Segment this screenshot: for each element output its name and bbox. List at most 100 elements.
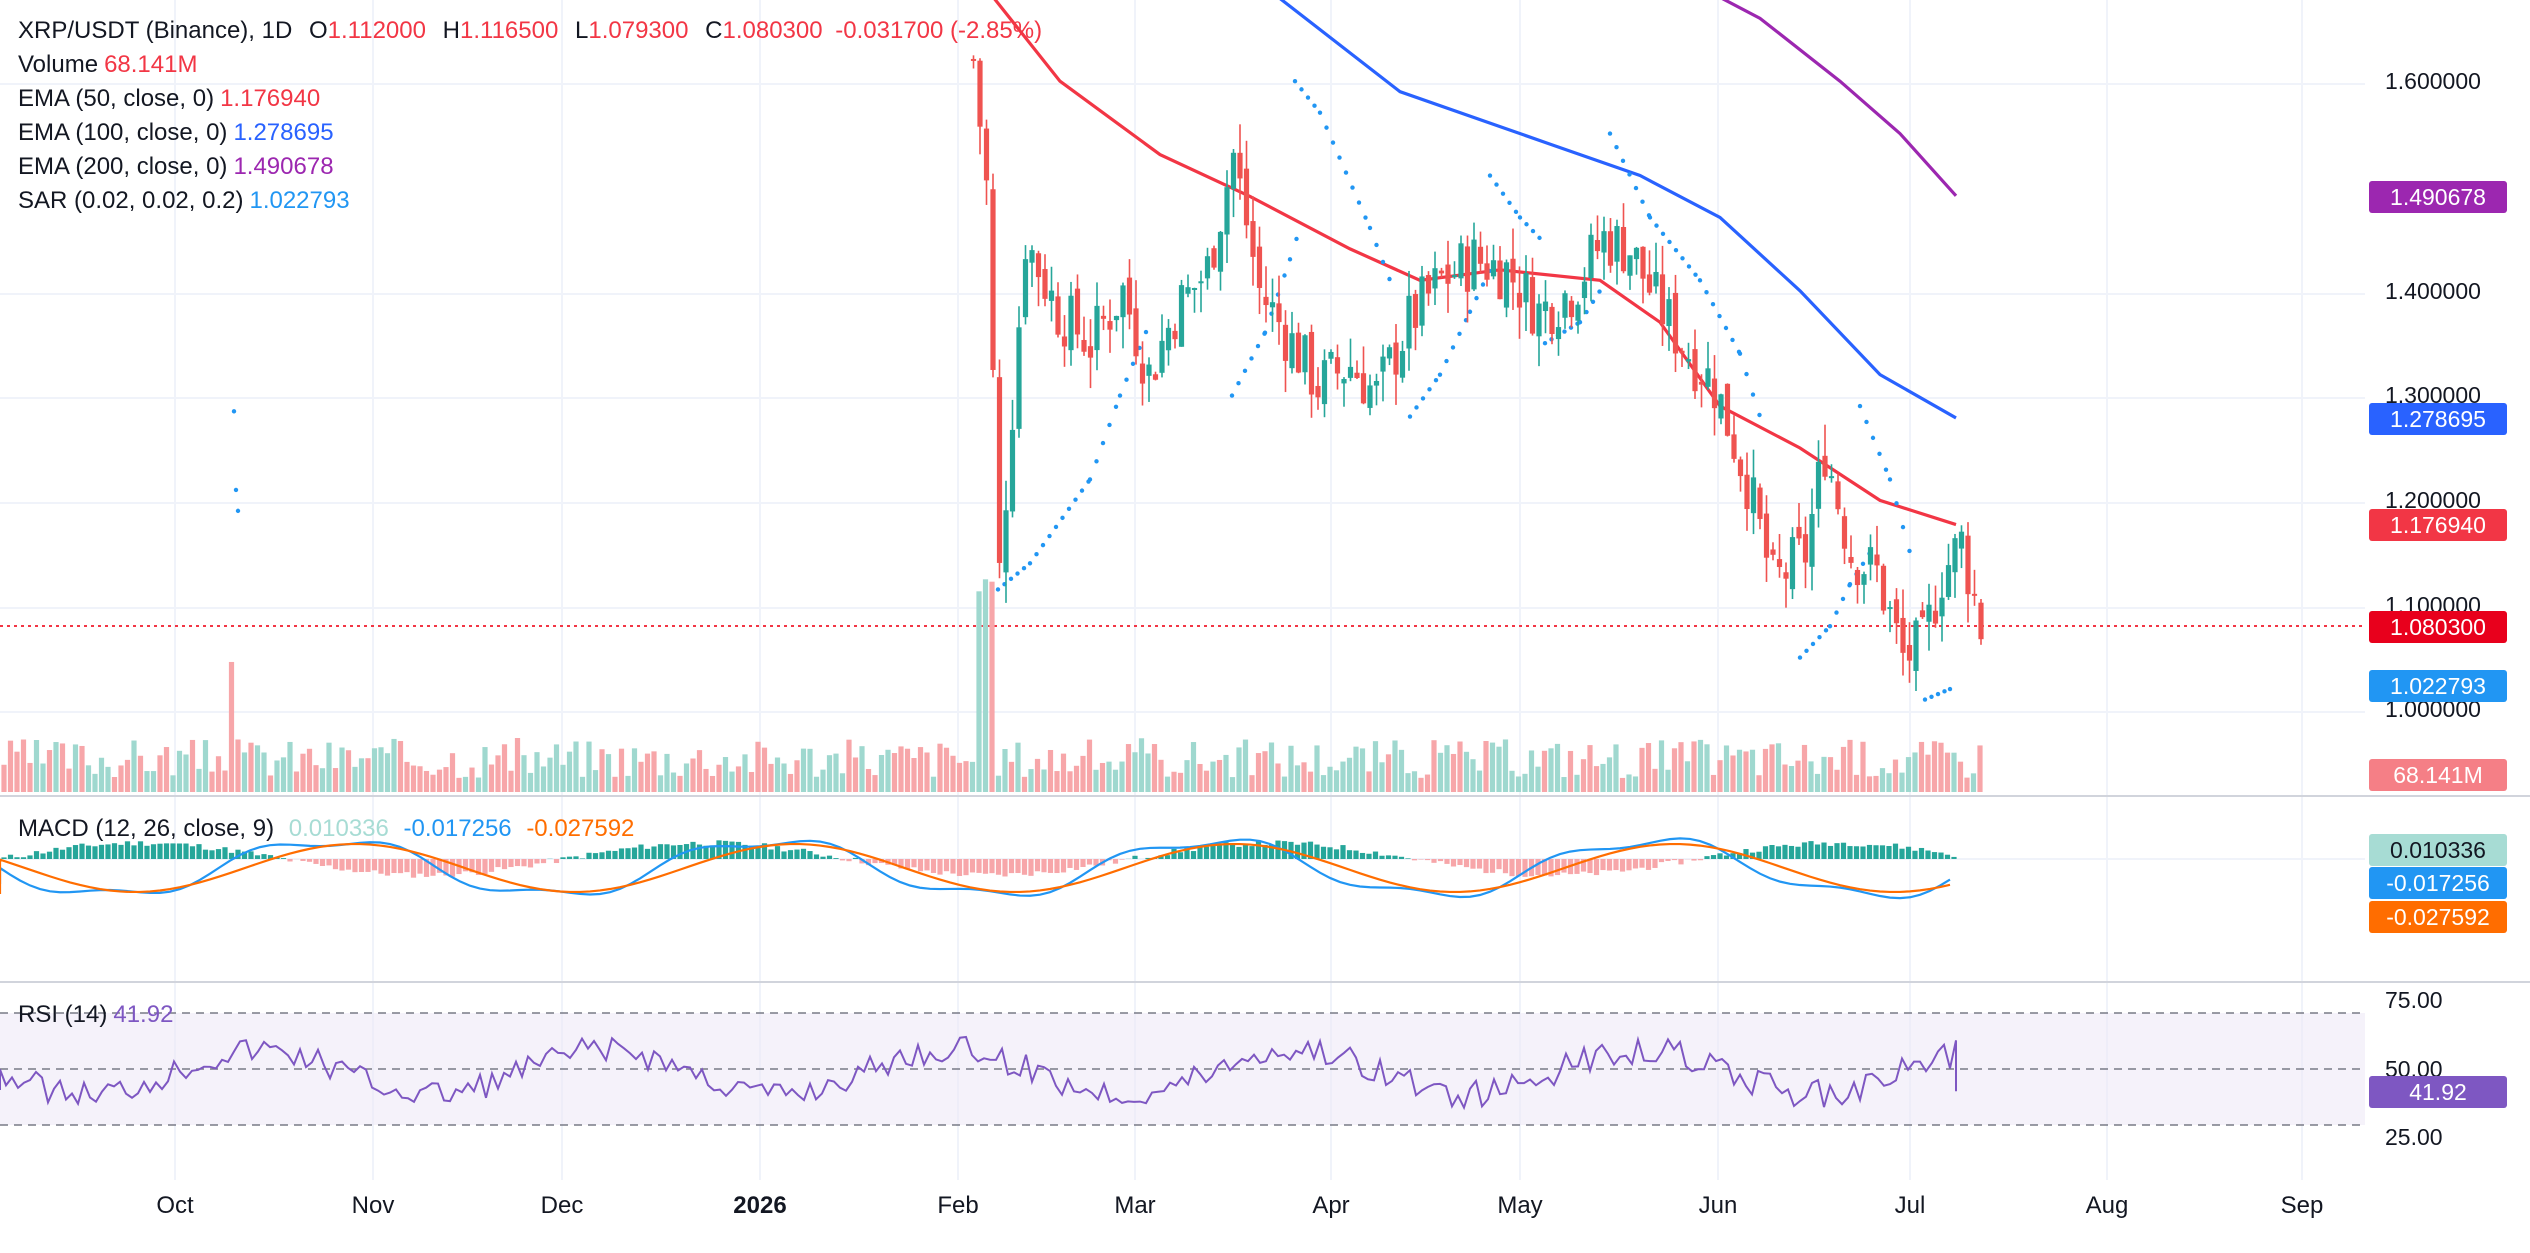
ema200-curve xyxy=(1721,0,1958,197)
volume-bar xyxy=(443,767,449,792)
macd-hist-bar xyxy=(118,844,124,859)
macd-hist-bar xyxy=(1866,844,1873,859)
volume-bar xyxy=(345,750,352,792)
rsi-pane xyxy=(0,1012,2365,1126)
volume-bar xyxy=(1912,752,1918,792)
candle-body xyxy=(1776,559,1783,568)
legend-ema50[interactable]: EMA (50, close, 0) 1.176940 xyxy=(18,82,320,116)
macd-hist-bar xyxy=(1073,859,1080,870)
candle-body xyxy=(1594,240,1601,252)
macd-hist-bar xyxy=(1502,859,1509,874)
volume-bar xyxy=(1528,750,1535,792)
candle-body xyxy=(1757,487,1763,519)
sar-dot xyxy=(1797,655,1803,660)
volume-bar xyxy=(1041,769,1047,792)
macd-hist-bar xyxy=(807,851,813,859)
volume-bar xyxy=(1346,757,1353,792)
volume-bar xyxy=(1275,763,1281,792)
volume-bar xyxy=(1236,747,1242,792)
volume-bar xyxy=(1385,754,1392,792)
macd-hist-bar xyxy=(371,859,378,871)
macd-hist-bar xyxy=(287,859,293,862)
legend-ema200[interactable]: EMA (200, close, 0) 1.490678 xyxy=(18,150,334,184)
volume-bar xyxy=(1320,775,1327,792)
macd-hist-bar xyxy=(560,857,566,859)
sar-dot xyxy=(1367,225,1373,231)
legend-macd[interactable]: MACD (12, 26, close, 9) 0.010336 -0.0172… xyxy=(18,812,634,846)
volume-bar xyxy=(839,773,846,792)
volume-bar xyxy=(1366,771,1372,792)
macd-hist-bar xyxy=(397,859,404,874)
sar-dot xyxy=(1737,351,1743,356)
macd-hist-bar xyxy=(651,846,657,859)
candle-body xyxy=(1646,274,1653,293)
volume-bar xyxy=(579,776,586,792)
candle-body xyxy=(1159,340,1165,373)
volume-bar xyxy=(1847,739,1853,792)
candle-body xyxy=(1711,378,1718,409)
macd-hist-value: 0.010336 xyxy=(288,815,389,842)
sar-dot xyxy=(1053,524,1059,530)
macd-hist-bar xyxy=(865,859,872,866)
volume-bar xyxy=(1190,742,1197,792)
volume-bar xyxy=(215,756,222,792)
volume-bar xyxy=(937,743,943,792)
macd-hist-bar xyxy=(1593,859,1600,876)
sar-dot xyxy=(1887,477,1893,482)
legend-volume[interactable]: Volume 68.141M xyxy=(18,48,197,82)
candle-body xyxy=(1425,275,1432,294)
symbol-label: XRP/USDT (Binance), 1D xyxy=(18,17,293,44)
sar-dot xyxy=(1810,641,1816,647)
volume-bar xyxy=(560,764,566,792)
legend-rsi[interactable]: RSI (14) 41.92 xyxy=(18,998,173,1032)
macd-signal-tag: -0.027592 xyxy=(2369,901,2507,933)
macd-hist-bar xyxy=(14,857,20,859)
candle-body xyxy=(1607,231,1614,266)
volume-bar xyxy=(1840,746,1847,792)
volume-bar xyxy=(904,748,911,792)
volume-bar xyxy=(1340,761,1346,792)
sar-dot xyxy=(1620,158,1626,164)
candle-body xyxy=(1503,262,1510,308)
candle-body xyxy=(1445,264,1451,284)
macd-hist-bar xyxy=(755,846,761,859)
volume-bar xyxy=(1795,760,1801,792)
macd-hist-bar xyxy=(1340,845,1346,859)
macd-hist-bar xyxy=(1853,846,1860,859)
candle-body xyxy=(1295,332,1302,373)
macd-hist-bar xyxy=(1938,852,1944,859)
volume-bar xyxy=(1788,766,1795,792)
volume-bar xyxy=(950,755,956,792)
macd-hist-bar xyxy=(1320,846,1327,859)
macd-hist-bar xyxy=(1892,843,1899,859)
close-price-tag: 1.080300 xyxy=(2369,611,2507,643)
macd-hist-bar xyxy=(1385,855,1392,859)
volume-bar xyxy=(976,591,982,792)
macd-hist-bar xyxy=(1808,841,1814,859)
candle-body xyxy=(1386,347,1393,359)
legend-ema100[interactable]: EMA (100, close, 0) 1.278695 xyxy=(18,116,334,150)
candle-body xyxy=(1308,331,1315,395)
macd-hist-bar xyxy=(553,859,560,864)
volume-bar xyxy=(1762,748,1769,792)
volume-bar xyxy=(1171,771,1177,792)
candle-body xyxy=(1347,366,1354,378)
volume-bar xyxy=(677,775,683,792)
volume-bar xyxy=(254,745,261,792)
legend-sar[interactable]: SAR (0.02, 0.02, 0.2) 1.022793 xyxy=(18,184,350,218)
sar-dot xyxy=(1437,372,1443,377)
sar-dot xyxy=(1124,377,1129,382)
rsi-label: RSI (14) xyxy=(18,1001,108,1028)
macd-hist-bar xyxy=(729,841,735,859)
volume-bar xyxy=(222,770,228,792)
candle-body xyxy=(1620,227,1627,272)
sar-dot xyxy=(1907,548,1912,554)
volume-bar xyxy=(605,754,612,792)
candle-body xyxy=(1958,531,1965,549)
macd-hist-bar xyxy=(768,849,774,859)
volume-bar xyxy=(235,739,241,792)
sar-dot xyxy=(1513,209,1519,215)
volume-bar xyxy=(1821,756,1827,792)
open-value: 1.112000 xyxy=(327,17,426,44)
